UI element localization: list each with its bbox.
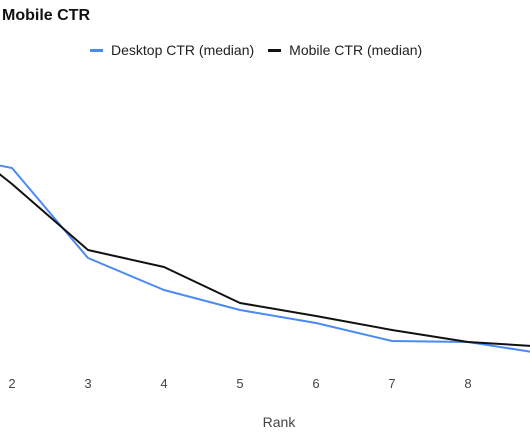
- x-axis-title: Rank: [263, 414, 297, 430]
- x-tick-label: 8: [464, 376, 471, 391]
- series-lines: [0, 164, 530, 353]
- chart-legend: Desktop CTR (median) Mobile CTR (median): [90, 42, 436, 58]
- x-tick-labels: 2 3 4 5 6 7 8: [8, 376, 471, 391]
- legend-label-desktop: Desktop CTR (median): [111, 42, 255, 58]
- x-tick-label: 7: [388, 376, 395, 391]
- legend-swatch-desktop: [90, 48, 103, 52]
- x-tick-label: 4: [160, 376, 167, 391]
- x-tick-label: 6: [312, 376, 319, 391]
- x-tick-label: 3: [84, 376, 91, 391]
- series-line-desktop: [0, 164, 530, 353]
- series-line-mobile: [0, 173, 530, 347]
- x-tick-label: 2: [8, 376, 15, 391]
- legend-item-desktop: Desktop CTR (median): [90, 42, 254, 58]
- x-tick-label: 5: [236, 376, 243, 391]
- chart-title: Mobile CTR: [2, 7, 90, 24]
- legend-item-mobile: Mobile CTR (median): [268, 42, 422, 58]
- legend-swatch-mobile: [268, 48, 282, 52]
- legend-label-mobile: Mobile CTR (median): [289, 42, 423, 58]
